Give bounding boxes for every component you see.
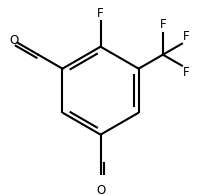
Text: F: F bbox=[183, 66, 190, 80]
Text: F: F bbox=[183, 30, 190, 43]
Text: O: O bbox=[10, 34, 19, 47]
Text: F: F bbox=[97, 7, 104, 20]
Text: O: O bbox=[96, 184, 105, 195]
Text: F: F bbox=[160, 19, 166, 31]
